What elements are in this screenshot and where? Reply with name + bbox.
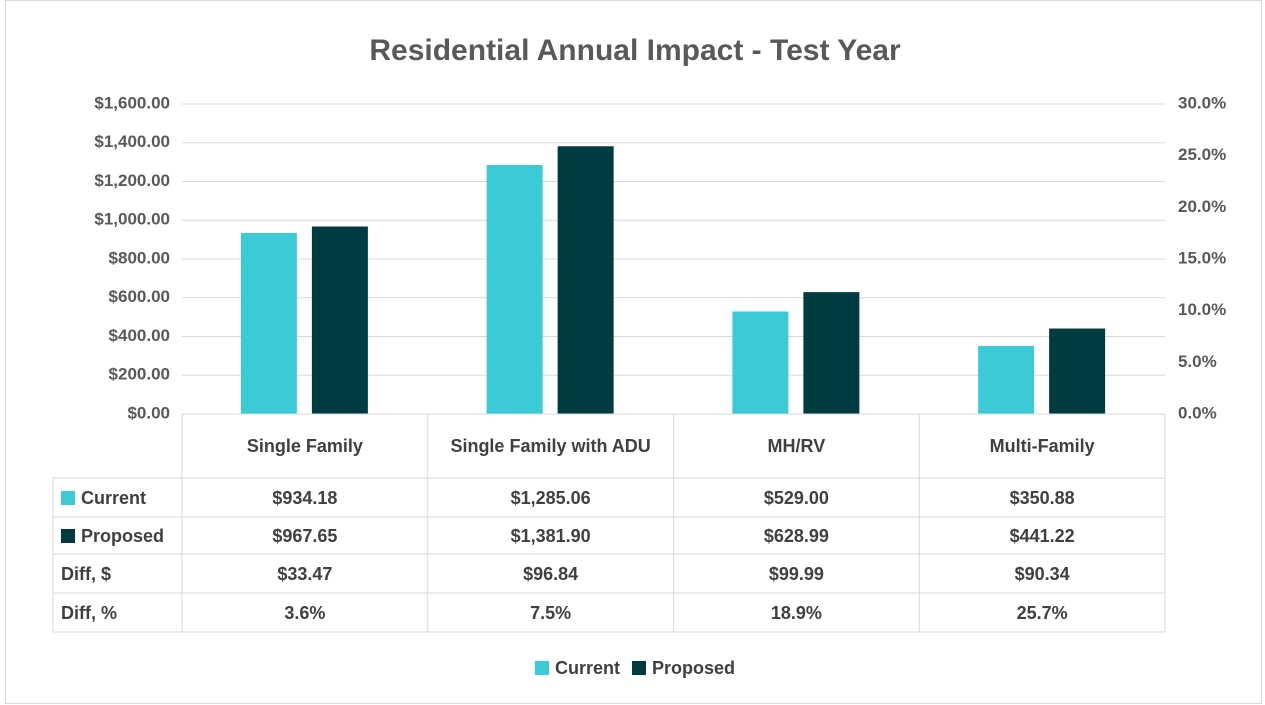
category-label: MH/RV xyxy=(674,414,920,478)
row-header-text: Diff, % xyxy=(61,602,117,623)
legend: Current Proposed xyxy=(385,652,885,684)
category-text: Single Family with ADU xyxy=(450,436,651,456)
table-value: $350.88 xyxy=(1009,487,1075,508)
legend-item: Proposed xyxy=(632,657,735,679)
table-cell: $1,285.06 xyxy=(428,478,674,517)
row-header-text: Proposed xyxy=(81,525,165,546)
row-header: Current xyxy=(53,478,182,517)
row-header: Diff, $ xyxy=(53,554,182,593)
legend-key xyxy=(632,661,646,675)
row-header: Proposed xyxy=(53,517,182,554)
y-tick-label: $1,200.00 xyxy=(94,171,170,190)
table-value: $99.99 xyxy=(768,563,824,584)
y2-tick-label: 5.0% xyxy=(1178,352,1217,371)
table-value: $934.18 xyxy=(272,487,338,508)
category-label: Single Family xyxy=(182,414,428,478)
table-cell: $529.00 xyxy=(674,478,920,517)
category-label: Single Family with ADU xyxy=(428,414,674,478)
table-cell: 3.6% xyxy=(182,593,428,632)
legend-key xyxy=(61,490,75,505)
table-value: $90.34 xyxy=(1014,563,1070,584)
table-value: $1,381.90 xyxy=(510,525,591,546)
y-tick-label: $1,600.00 xyxy=(94,93,170,112)
table-cell: $96.84 xyxy=(428,554,674,593)
category-label: Multi-Family xyxy=(919,414,1165,478)
y-tick-label: $800.00 xyxy=(109,248,170,267)
category-text: Single Family xyxy=(246,436,363,456)
table-cell: 7.5% xyxy=(428,593,674,632)
chart-title: Residential Annual Impact - Test Year xyxy=(369,34,901,67)
y-tick-label: $0.00 xyxy=(127,403,170,422)
legend-label: Proposed xyxy=(652,658,736,678)
table-value: $967.65 xyxy=(272,525,338,546)
bar xyxy=(240,233,297,414)
table-cell: $99.99 xyxy=(674,554,920,593)
table-cell: 18.9% xyxy=(674,593,920,632)
table-cell: $33.47 xyxy=(182,554,428,593)
y2-tick-label: 25.0% xyxy=(1178,145,1226,164)
table-cell: $967.65 xyxy=(182,517,428,554)
legend-key xyxy=(61,528,75,543)
table-cell: $934.18 xyxy=(182,478,428,517)
y2-tick-label: 20.0% xyxy=(1178,197,1226,216)
bar xyxy=(557,146,614,414)
table-cell: 25.7% xyxy=(919,593,1165,632)
table-cell: $350.88 xyxy=(919,478,1165,517)
y-tick-label: $1,000.00 xyxy=(94,210,170,229)
bar xyxy=(732,311,789,414)
y-tick-label: $1,400.00 xyxy=(94,132,170,151)
y2-tick-label: 15.0% xyxy=(1178,248,1226,267)
bar xyxy=(486,165,543,414)
legend-label: Current xyxy=(554,658,620,678)
y-tick-label: $600.00 xyxy=(109,287,170,306)
y2-tick-label: 10.0% xyxy=(1178,300,1226,319)
legend-item: Current xyxy=(534,657,620,679)
table-cell: $441.22 xyxy=(919,517,1165,554)
y-tick-label: $200.00 xyxy=(109,365,170,384)
table-value: 25.7% xyxy=(1016,602,1068,623)
row-header-text: Diff, $ xyxy=(61,563,112,584)
table-value: $1,285.06 xyxy=(510,487,591,508)
table-value: $441.22 xyxy=(1009,525,1075,546)
bar xyxy=(311,226,368,414)
bar xyxy=(1049,328,1106,414)
bar xyxy=(803,292,860,414)
bar xyxy=(978,346,1035,414)
table-value: $33.47 xyxy=(277,563,333,584)
row-header-text: Current xyxy=(81,487,147,508)
table-value: 3.6% xyxy=(284,602,326,623)
table-cell: $628.99 xyxy=(674,517,920,554)
legend-key xyxy=(534,661,549,675)
table-value: 18.9% xyxy=(770,602,822,623)
table-cell: $90.34 xyxy=(919,554,1165,593)
y2-tick-label: 30.0% xyxy=(1178,93,1226,112)
table-value: $96.84 xyxy=(523,563,579,584)
y-tick-label: $400.00 xyxy=(109,326,170,345)
y2-tick-label: 0.0% xyxy=(1178,403,1217,422)
table-value: $628.99 xyxy=(763,525,829,546)
row-header: Diff, % xyxy=(53,593,182,632)
category-text: Multi-Family xyxy=(989,436,1095,456)
table-value: 7.5% xyxy=(530,602,572,623)
category-text: MH/RV xyxy=(767,436,826,456)
table-value: $529.00 xyxy=(763,487,829,508)
chart-border xyxy=(5,0,1262,704)
table-cell: $1,381.90 xyxy=(428,517,674,554)
